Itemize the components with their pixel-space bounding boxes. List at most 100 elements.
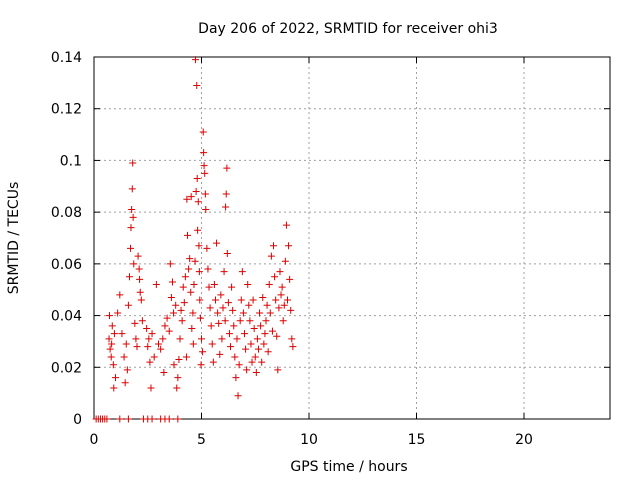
data-point — [180, 299, 188, 307]
data-point — [223, 164, 231, 172]
data-point — [109, 361, 117, 369]
data-point — [223, 250, 231, 258]
data-point — [227, 343, 235, 351]
data-point — [265, 281, 273, 289]
data-point — [181, 273, 189, 281]
data-point — [199, 348, 207, 356]
data-point — [280, 301, 288, 309]
data-point — [197, 361, 205, 369]
data-point — [217, 291, 225, 299]
data-point — [259, 293, 267, 301]
data-point — [200, 162, 208, 170]
data-point — [274, 366, 282, 374]
data-point — [219, 304, 227, 312]
data-point — [205, 283, 213, 291]
data-point — [277, 291, 285, 299]
data-point — [258, 358, 266, 366]
data-point — [262, 317, 270, 325]
data-point — [275, 304, 283, 312]
data-point — [214, 309, 222, 317]
data-point — [211, 296, 219, 304]
data-point — [232, 374, 240, 382]
data-point — [106, 345, 114, 353]
data-point — [221, 317, 229, 325]
data-point — [238, 268, 246, 276]
y-axis-label: SRMTID / TECUs — [6, 182, 22, 295]
data-point — [272, 296, 280, 304]
y-tick-label: 0.1 — [60, 153, 82, 169]
y-tick-label: 0.08 — [51, 205, 82, 221]
data-point — [127, 244, 135, 252]
data-point — [228, 283, 236, 291]
data-point — [239, 309, 247, 317]
data-point — [133, 343, 141, 351]
data-point — [108, 322, 116, 330]
data-point — [279, 317, 287, 325]
data-point — [148, 415, 156, 423]
data-point — [179, 283, 187, 291]
data-point — [284, 296, 291, 304]
x-tick-label: 0 — [90, 432, 99, 448]
data-point — [135, 265, 143, 273]
data-point — [174, 374, 182, 382]
data-point — [230, 322, 238, 330]
data-point — [182, 353, 190, 361]
data-point — [159, 335, 167, 343]
data-point — [121, 379, 129, 387]
data-point — [183, 195, 191, 203]
data-point — [107, 353, 115, 361]
data-point — [191, 257, 199, 265]
data-point — [278, 283, 286, 291]
x-axis: 0 5 10 15 20 — [90, 57, 533, 448]
data-point — [189, 309, 197, 317]
data-point — [160, 368, 168, 376]
data-point — [165, 415, 173, 423]
y-tick-label: 0.02 — [51, 360, 82, 376]
data-point — [199, 128, 207, 136]
data-point — [247, 340, 255, 348]
y-tick-label: 0.14 — [51, 50, 82, 66]
data-point — [253, 335, 261, 343]
data-point — [145, 335, 153, 343]
data-point — [155, 340, 162, 348]
data-point — [189, 340, 197, 348]
data-point — [175, 356, 183, 364]
data-point — [241, 330, 248, 338]
data-point — [246, 317, 254, 325]
data-point — [210, 281, 218, 289]
data-point — [252, 368, 260, 376]
data-point — [136, 275, 144, 283]
data-point — [192, 187, 200, 195]
data-point — [261, 330, 269, 338]
data-point — [257, 322, 265, 330]
x-tick-label: 20 — [515, 432, 533, 448]
data-point — [161, 322, 169, 330]
data-point — [118, 330, 126, 338]
y-tick-label: 0.12 — [51, 102, 82, 118]
data-point — [143, 325, 151, 332]
data-point — [184, 231, 192, 239]
data-point — [194, 198, 202, 206]
data-point — [196, 296, 204, 304]
data-point — [194, 226, 202, 234]
data-point — [110, 330, 118, 338]
data-point — [144, 343, 152, 351]
data-point — [187, 288, 195, 296]
data-point — [251, 353, 259, 361]
data-point — [157, 345, 165, 353]
data-point — [289, 343, 297, 351]
data-point — [148, 330, 156, 338]
y-axis: 0 0.02 0.04 0.06 0.08 0.1 0.12 0.14 — [51, 50, 610, 428]
data-point — [263, 301, 271, 309]
data-point — [136, 288, 144, 296]
data-point — [286, 275, 294, 283]
data-point — [176, 335, 184, 343]
data-point — [170, 361, 178, 369]
data-point — [204, 265, 212, 273]
data-point — [222, 190, 230, 198]
data-point — [287, 306, 295, 314]
data-points — [92, 56, 297, 423]
data-point — [127, 224, 135, 232]
data-point — [116, 291, 124, 299]
